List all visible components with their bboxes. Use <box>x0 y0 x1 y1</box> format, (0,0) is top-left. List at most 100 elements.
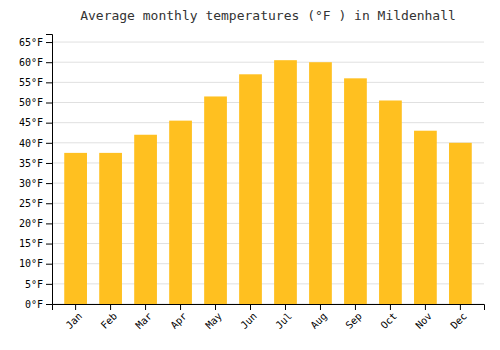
tick: 20°F <box>19 218 52 229</box>
tick-label: 5°F <box>25 279 43 290</box>
tick-mark <box>46 284 52 285</box>
tick-mark <box>46 304 52 305</box>
grid-line <box>52 102 484 103</box>
tick-label: Jan <box>64 310 85 331</box>
tick: Mar <box>134 304 155 331</box>
tick-label: Nov <box>413 310 434 331</box>
tick: 25°F <box>19 198 52 209</box>
tick-mark <box>285 304 286 310</box>
tick-label: Oct <box>378 310 399 331</box>
tick-mark <box>46 143 52 144</box>
tick-mark <box>215 304 216 310</box>
tick-mark <box>46 223 52 224</box>
tick-label: 10°F <box>19 258 43 269</box>
tick-mark <box>250 304 251 310</box>
grid-line <box>52 122 484 123</box>
tick-label: 20°F <box>19 218 43 229</box>
tick-mark <box>46 123 52 124</box>
grid-line <box>52 42 484 43</box>
tick-label: 0°F <box>25 299 43 310</box>
bar <box>414 131 437 304</box>
chart: 0°F 5°F 10°F 15°F 20°F 25°F 30°F 35°F 40°F 45°F 50… <box>0 0 500 350</box>
tick: 10°F <box>19 258 52 269</box>
tick-label: Apr <box>168 310 189 331</box>
tick-label: 50°F <box>19 97 43 108</box>
bar <box>99 153 122 304</box>
tick-label: 55°F <box>19 77 43 88</box>
tick-label: Jun <box>238 310 259 331</box>
axis-line <box>53 305 485 311</box>
tick-label: 35°F <box>19 158 43 169</box>
bar <box>379 100 402 304</box>
tick-label: Aug <box>308 310 329 331</box>
bar <box>64 153 87 304</box>
grid-line <box>52 62 484 63</box>
tick-mark <box>46 264 52 265</box>
tick: Jun <box>238 304 259 331</box>
tick-label: Mar <box>134 310 155 331</box>
bar <box>449 143 472 304</box>
tick: 55°F <box>19 77 52 88</box>
tick-mark <box>46 163 52 164</box>
tick-label: 60°F <box>19 57 43 68</box>
bar <box>344 78 367 304</box>
tick-mark <box>46 82 52 83</box>
axis-line <box>46 35 53 305</box>
tick: 50°F <box>19 97 52 108</box>
tick-label: Sep <box>343 310 364 331</box>
grid <box>52 42 484 304</box>
bar <box>204 96 227 304</box>
tick: 65°F <box>19 37 52 48</box>
tick-label: Feb <box>99 310 120 331</box>
plot: 0°F 5°F 10°F 15°F 20°F 25°F 30°F 35°F 40°F 45°F 50… <box>19 35 485 331</box>
tick: 60°F <box>19 57 52 68</box>
tick-mark <box>110 304 111 310</box>
tick: 45°F <box>19 117 52 128</box>
tick: 15°F <box>19 238 52 249</box>
tick-label: 25°F <box>19 198 43 209</box>
tick: Jan <box>64 304 85 331</box>
tick-mark <box>460 304 461 310</box>
bar <box>134 135 157 304</box>
bar <box>309 62 332 304</box>
tick-label: Dec <box>448 310 469 331</box>
bar <box>239 74 262 304</box>
tick-mark <box>46 103 52 104</box>
tick-mark <box>46 42 52 43</box>
tick-label: 40°F <box>19 138 43 149</box>
tick: Sep <box>343 304 364 331</box>
tick-label: Jul <box>273 310 294 331</box>
tick-label: 15°F <box>19 238 43 249</box>
tick-mark <box>145 304 146 310</box>
title: Average monthly temperatures (°F ) in Mi… <box>80 8 456 23</box>
tick: Nov <box>413 304 434 331</box>
tick: 5°F <box>25 279 52 290</box>
tick: Feb <box>99 304 120 331</box>
tick-mark <box>180 304 181 310</box>
tick-label: 45°F <box>19 117 43 128</box>
tick-label: 65°F <box>19 37 43 48</box>
tick-label: May <box>203 310 224 331</box>
tick: Apr <box>168 304 189 331</box>
tick: May <box>203 304 224 331</box>
bars <box>64 60 472 304</box>
tick-label: 30°F <box>19 178 43 189</box>
tick-mark <box>320 304 321 310</box>
tick: 35°F <box>19 158 52 169</box>
tick: 40°F <box>19 138 52 149</box>
tick-mark <box>425 304 426 310</box>
bar <box>274 60 297 304</box>
y-axis: 0°F 5°F 10°F 15°F 20°F 25°F 30°F 35°F 40°F 45°F 50… <box>19 35 53 310</box>
tick-mark <box>75 304 76 310</box>
bar <box>169 121 192 304</box>
tick-mark <box>46 183 52 184</box>
tick-mark <box>46 244 52 245</box>
tick: 30°F <box>19 178 52 189</box>
grid-line <box>52 82 484 83</box>
tick: Aug <box>308 304 329 331</box>
tick-mark <box>46 62 52 63</box>
tick: Oct <box>378 304 399 331</box>
tick: Jul <box>273 304 294 331</box>
x-axis: Jan Feb Mar Apr May Jun Jul Aug Sep Oct Nov Dec <box>53 304 485 331</box>
tick-mark <box>355 304 356 310</box>
